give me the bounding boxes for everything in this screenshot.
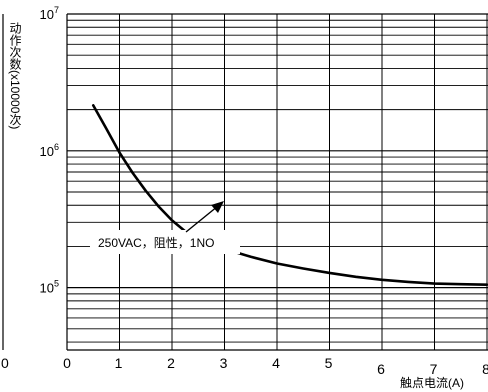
series-line xyxy=(91,104,488,287)
x-tick-label: 3 xyxy=(220,355,228,371)
axis-labels: 动作次数(x10000次) 触点电流(A) xyxy=(8,22,464,390)
y-tick-label: 105 xyxy=(40,279,59,296)
x-tick-label: 0 xyxy=(63,355,71,371)
x-tick-label: 7 xyxy=(430,361,438,377)
left-axis-value: 0 xyxy=(1,355,9,371)
x-tick-label: 8 xyxy=(482,361,488,377)
y-tick-base: 10 xyxy=(40,7,54,22)
x-axis-title: 触点电流(A) xyxy=(400,376,464,390)
x-tick-label: 2 xyxy=(167,355,175,371)
series-group xyxy=(91,104,488,287)
annotation-arrowhead xyxy=(211,201,224,213)
y-tick-exponent: 7 xyxy=(54,5,59,15)
y-tick-base: 10 xyxy=(40,144,54,159)
x-tick-label: 1 xyxy=(115,355,123,371)
y-tick-base: 10 xyxy=(40,281,54,296)
annotation-box xyxy=(90,230,240,254)
x-tick-labels: 0 1 2 3 4 5 6 7 8 0 xyxy=(1,355,488,377)
annotation-arrow-line xyxy=(185,205,219,233)
annotation-group: 250VAC，阻性，1NO xyxy=(90,201,240,254)
x-tick-label: 4 xyxy=(272,355,280,371)
y-axis-title: 动作次数(x10000次) xyxy=(8,22,22,130)
y-tick-exponent: 6 xyxy=(54,142,59,152)
y-tick-label: 107 xyxy=(40,5,59,22)
x-tick-label: 5 xyxy=(325,355,333,371)
plot-frame xyxy=(2,14,488,351)
grid-lines xyxy=(66,13,488,350)
x-tick-label: 6 xyxy=(377,361,385,377)
y-tick-label: 106 xyxy=(40,142,59,159)
annotation-text: 250VAC，阻性，1NO xyxy=(98,236,214,250)
y-tick-exponent: 5 xyxy=(54,279,59,289)
